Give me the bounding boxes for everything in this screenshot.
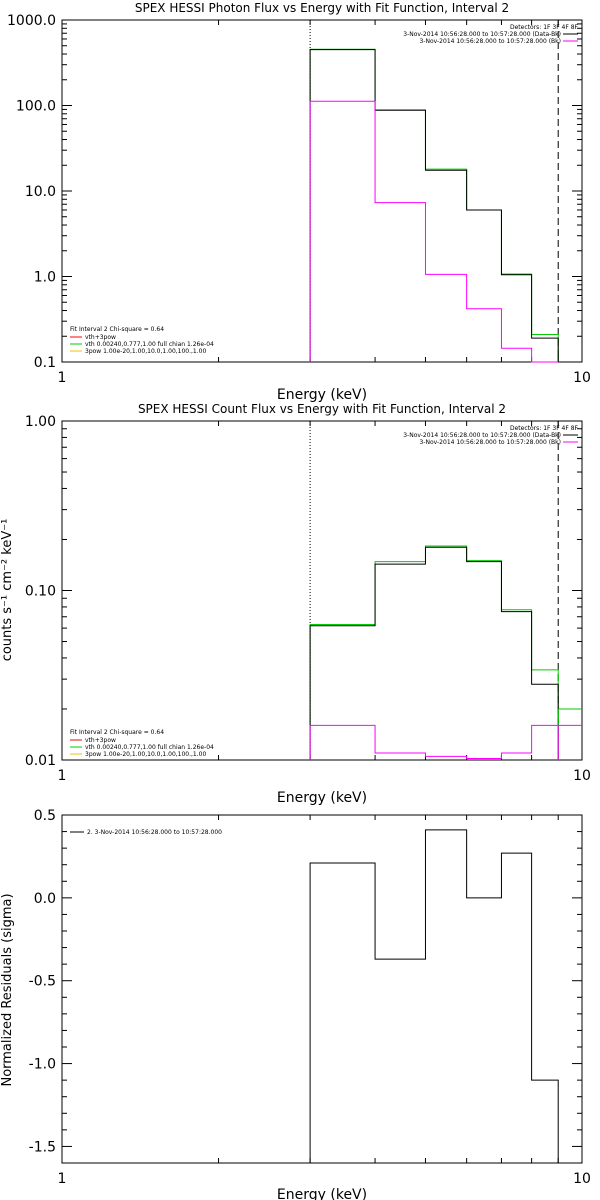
series-data-bk — [309, 546, 559, 760]
extra-bin--bk- — [557, 724, 582, 760]
series-vth — [309, 48, 559, 362]
series-bk — [309, 100, 559, 363]
panel-3-xlabel: Energy (keV) — [277, 1187, 367, 1200]
legend-entry-data-bk: 3-Nov-2014 10:56:28.000 to 10:57:28.000 … — [403, 31, 561, 38]
legend-detectors: Detectors: 1F 3F 4F 8F — [510, 24, 579, 31]
x-tick-label: 1 — [58, 768, 67, 784]
y-tick-label: 0.01 — [25, 753, 56, 769]
x-tick-label: 10 — [573, 768, 591, 784]
y-tick-label: 0.1 — [34, 355, 56, 371]
legend-fit-vth: vth 0.00240,0.777,1.00 full chian 1.26e-… — [85, 341, 214, 348]
series-bk — [309, 724, 559, 760]
legend-residuals: 2. 3-Nov-2014 10:56:28.000 to 10:57:28.0… — [87, 829, 222, 836]
legend-fit-vth: vth 0.00240,0.777,1.00 full chian 1.26e-… — [85, 744, 214, 751]
panel-2-ylabel: counts s⁻¹ cm⁻² keV⁻¹ — [0, 519, 15, 662]
extra-bin-vth — [557, 708, 582, 760]
legend-fit-3pow: 3pow 1.00e-20,1.00,10.0,1.00,100.,1.00 — [85, 348, 206, 355]
y-tick-label: 0.0 — [34, 891, 56, 907]
y-tick-label: -1.5 — [29, 1139, 56, 1155]
photon-flux-panel: SPEX HESSI Photon Flux vs Energy with Fi… — [7, 1, 591, 403]
x-tick-label: 10 — [573, 370, 591, 386]
residuals-panel: 1 10 -1.5 -1.0 -0.5 0.0 0.5 Energy (keV) Norma… — [0, 808, 591, 1200]
panel-1-xlabel: Energy (keV) — [277, 387, 367, 403]
legend-detectors: Detectors: 1F 3F 4F 8F — [510, 425, 579, 432]
legend-entry-bk: 3-Nov-2014 10:56:28.000 to 10:57:28.000 … — [419, 439, 561, 446]
legend-fit-vth-3pow: vth+3pow — [85, 737, 116, 744]
legend-entry-bk: 3-Nov-2014 10:56:28.000 to 10:57:28.000 … — [419, 38, 561, 45]
y-tick-label: 0.5 — [34, 808, 56, 824]
legend-fit-header: Fit Interval 2 Chi-square = 0.64 — [70, 729, 164, 736]
panel-2-legend-fit: Fit Interval 2 Chi-square = 0.64 vth+3po… — [70, 729, 214, 758]
y-tick-label: 0.10 — [25, 584, 56, 600]
series-2-3-nov-2014-10-56-28-000-to-10-57-28-000 — [309, 829, 559, 1163]
panel-3-ylabel: Normalized Residuals (sigma) — [0, 893, 15, 1086]
panel-1-legend-fit: Fit Interval 2 Chi-square = 0.64 vth+3po… — [70, 326, 214, 355]
legend-fit-3pow: 3pow 1.00e-20,1.00,10.0,1.00,100.,1.00 — [85, 751, 206, 758]
panel-1-frame — [61, 19, 583, 363]
x-tick-label: 1 — [58, 370, 67, 386]
y-tick-label: 1000.0 — [7, 13, 56, 29]
legend-fit-header: Fit Interval 2 Chi-square = 0.64 — [70, 326, 164, 333]
series-data-bk — [309, 49, 559, 362]
legend-entry-data-bk: 3-Nov-2014 10:56:28.000 to 10:57:28.000 … — [403, 432, 561, 439]
panel-1-legend-top: Detectors: 1F 3F 4F 8F 3-Nov-2014 10:56:… — [403, 24, 578, 45]
y-tick-label: 1.0 — [34, 270, 56, 286]
y-tick-label: -0.5 — [29, 974, 56, 990]
count-flux-panel: SPEX HESSI Count Flux vs Energy with Fit… — [0, 402, 591, 806]
panel-3-legend: 2. 3-Nov-2014 10:56:28.000 to 10:57:28.0… — [70, 829, 222, 836]
panel-1-title: SPEX HESSI Photon Flux vs Energy with Fi… — [135, 1, 509, 15]
panel-2-xlabel: Energy (keV) — [277, 790, 367, 806]
legend-fit-vth-3pow: vth+3pow — [85, 334, 116, 341]
x-tick-label: 10 — [573, 1171, 591, 1187]
series-vth — [309, 545, 559, 760]
panel-3-frame — [61, 814, 583, 1164]
y-tick-label: -1.0 — [29, 1057, 56, 1073]
panel-2-legend-top: Detectors: 1F 3F 4F 8F 3-Nov-2014 10:56:… — [403, 425, 578, 446]
panel-2-title: SPEX HESSI Count Flux vs Energy with Fit… — [138, 402, 506, 416]
y-tick-label: 1.00 — [25, 414, 56, 430]
panel-2-frame — [61, 420, 583, 761]
x-tick-label: 1 — [58, 1171, 67, 1187]
y-tick-label: 10.0 — [25, 184, 56, 200]
y-tick-label: 100.0 — [16, 99, 56, 115]
